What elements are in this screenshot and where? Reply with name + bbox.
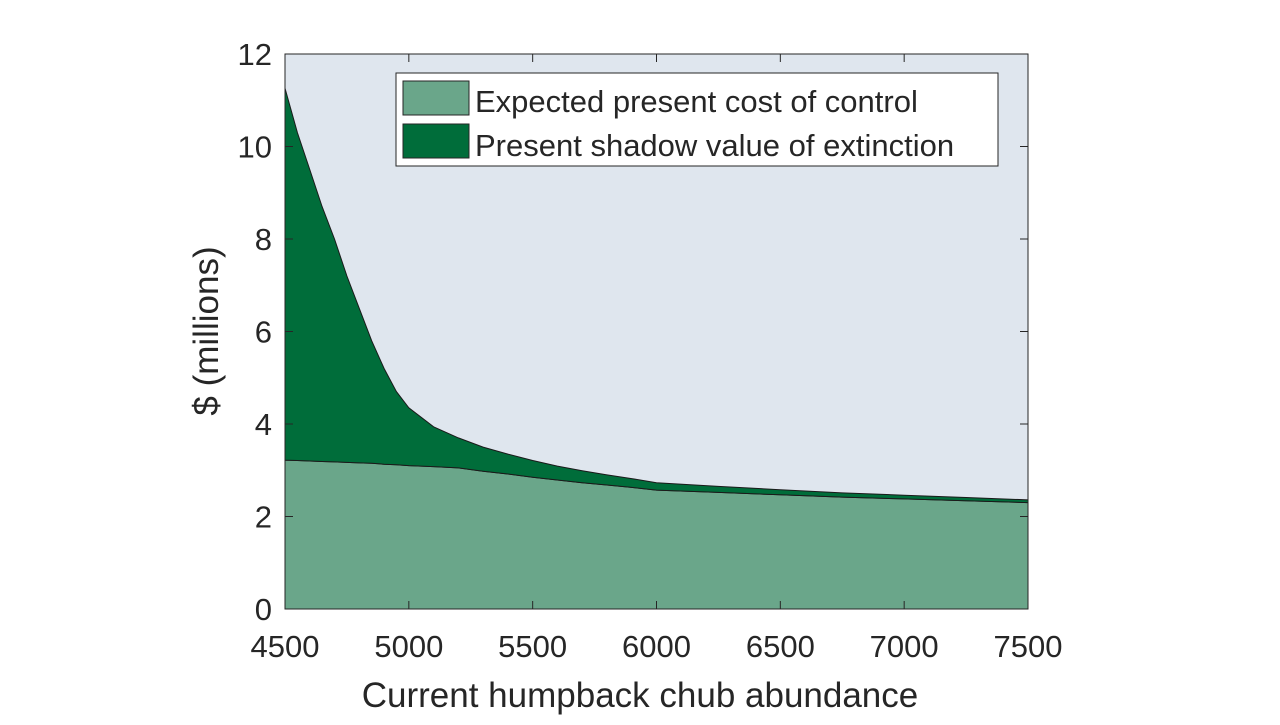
x-tick-label: 4500: [251, 629, 320, 664]
y-tick-label: 8: [255, 222, 272, 257]
x-tick-label: 7500: [994, 629, 1063, 664]
legend-label-shadow: Present shadow value of extinction: [475, 128, 954, 163]
x-tick-label: 6000: [622, 629, 691, 664]
x-tick-label: 6500: [746, 629, 815, 664]
x-tick-label: 7000: [870, 629, 939, 664]
y-tick-label: 12: [238, 37, 272, 72]
x-tick-label: 5500: [498, 629, 567, 664]
y-tick-label: 6: [255, 315, 272, 350]
legend: Expected present cost of control Present…: [395, 72, 999, 167]
y-axis-label: $ (millions): [187, 246, 226, 415]
legend-label-cost: Expected present cost of control: [475, 84, 918, 119]
y-tick-label: 10: [238, 130, 272, 165]
y-tick-label: 4: [255, 407, 272, 442]
y-tick-label: 0: [255, 592, 272, 627]
legend-swatch-cost: [402, 80, 470, 116]
x-axis-label: Current humpback chub abundance: [362, 676, 918, 715]
y-tick-label: 2: [255, 500, 272, 535]
x-tick-label: 5000: [374, 629, 443, 664]
legend-swatch-shadow: [402, 123, 470, 159]
legend-box: [395, 72, 999, 167]
